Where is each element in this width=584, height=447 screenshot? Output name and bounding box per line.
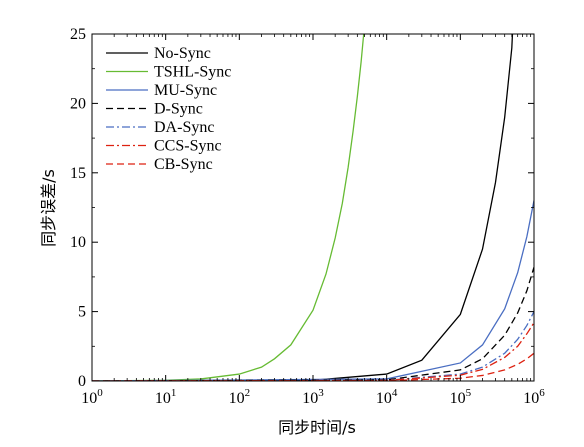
legend-label-0: No-Sync xyxy=(154,45,211,62)
x-tick-label-2: 102 xyxy=(229,387,251,407)
legend-label-3: D-Sync xyxy=(154,101,203,118)
legend-label-4: DA-Sync xyxy=(154,119,214,136)
series-line-5 xyxy=(92,322,534,381)
series-line-6 xyxy=(92,352,534,381)
x-tick-label-0: 100 xyxy=(81,387,103,407)
series-line-2 xyxy=(92,200,534,381)
y-tick-label-1: 5 xyxy=(78,304,86,321)
series-line-3 xyxy=(92,266,534,381)
y-tick-label-3: 15 xyxy=(70,165,86,182)
legend-item-0: No-Sync xyxy=(106,45,211,62)
legend-item-1: TSHL-Sync xyxy=(106,64,231,81)
series-line-1 xyxy=(92,34,365,381)
legend-item-4: DA-Sync xyxy=(106,119,214,136)
legend-label-2: MU-Sync xyxy=(154,82,217,99)
legend-label-6: CB-Sync xyxy=(154,156,213,173)
y-tick-label-4: 20 xyxy=(70,95,86,112)
series-line-4 xyxy=(92,311,534,381)
legend-item-6: CB-Sync xyxy=(106,156,213,173)
x-tick-label-6: 106 xyxy=(523,387,545,407)
legend-label-5: CCS-Sync xyxy=(154,138,222,155)
x-tick-label-4: 104 xyxy=(376,387,398,407)
legend-item-3: D-Sync xyxy=(106,101,203,118)
series-line-0 xyxy=(92,34,514,381)
x-tick-label-1: 101 xyxy=(155,387,177,407)
y-tick-label-5: 25 xyxy=(70,26,86,43)
legend-item-2: MU-Sync xyxy=(106,82,217,99)
axes: 100 101 102 103 104 105 106 0 5 10 15 20 25 xyxy=(70,26,545,407)
y-axis-title: 同步误差/s xyxy=(39,169,58,247)
legend-label-1: TSHL-Sync xyxy=(154,64,231,81)
x-tick-label-3: 103 xyxy=(302,387,324,407)
x-tick-label-5: 105 xyxy=(450,387,472,407)
x-axis-title: 同步时间/s xyxy=(278,418,356,437)
y-tick-label-2: 10 xyxy=(70,234,86,251)
series-layer xyxy=(92,34,534,381)
y-tick-label-0: 0 xyxy=(78,373,86,390)
legend-item-5: CCS-Sync xyxy=(106,138,222,155)
